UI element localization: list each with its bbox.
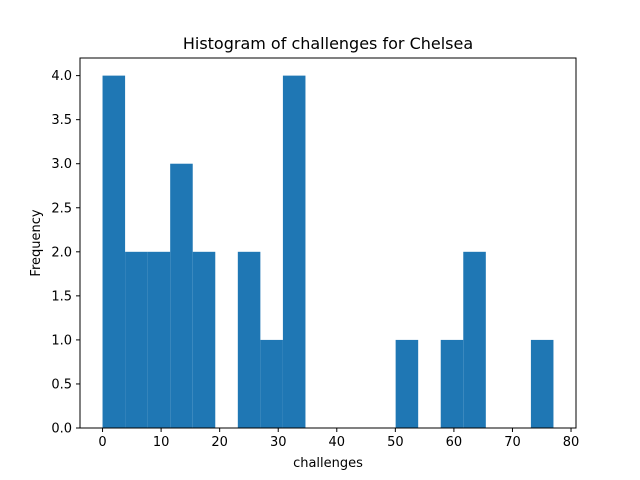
y-axis-ticks: 0.0 0.5 1.0 1.5 2.0 2.5 3.0 3.5 4.0 <box>51 69 80 437</box>
y-tick-label: 3.5 <box>51 113 72 128</box>
y-tick-label: 3.0 <box>51 157 72 172</box>
x-tick-label: 60 <box>446 435 463 450</box>
histogram-bar <box>260 339 283 428</box>
y-tick-label: 2.0 <box>51 245 72 260</box>
x-tick-label: 30 <box>270 435 287 450</box>
histogram-bar <box>102 75 126 428</box>
y-tick-label: 4.0 <box>51 69 72 84</box>
histogram-bar <box>147 251 171 428</box>
x-tick-label: 70 <box>504 435 521 450</box>
y-axis-title: Frequency <box>29 209 44 276</box>
histogram-bar <box>463 251 486 428</box>
y-tick-label: 1.5 <box>51 289 72 304</box>
x-tick-label: 20 <box>211 435 228 450</box>
histogram-bar <box>170 163 193 428</box>
x-tick-label: 80 <box>563 435 580 450</box>
histogram-bar <box>530 339 554 428</box>
x-tick-label: 50 <box>387 435 404 450</box>
bars-group <box>102 75 554 428</box>
x-tick-label: 10 <box>153 435 170 450</box>
chart-title: Histogram of challenges for Chelsea <box>183 34 473 53</box>
histogram-bar <box>282 75 306 428</box>
x-tick-label: 0 <box>98 435 106 450</box>
histogram-bar <box>440 339 464 428</box>
x-axis-ticks: 0 10 20 30 40 50 60 70 80 <box>98 428 579 450</box>
y-tick-label: 2.5 <box>51 201 72 216</box>
x-axis-title: challenges <box>293 456 363 471</box>
y-tick-label: 1.0 <box>51 333 72 348</box>
y-tick-label: 0.5 <box>51 377 72 392</box>
y-tick-label: 0.0 <box>51 422 72 437</box>
histogram-bar <box>125 251 148 428</box>
histogram-bar <box>395 339 419 428</box>
plot-area-frame <box>79 57 577 429</box>
histogram-bar <box>237 251 261 428</box>
histogram-bar <box>192 251 216 428</box>
x-tick-label: 40 <box>329 435 346 450</box>
